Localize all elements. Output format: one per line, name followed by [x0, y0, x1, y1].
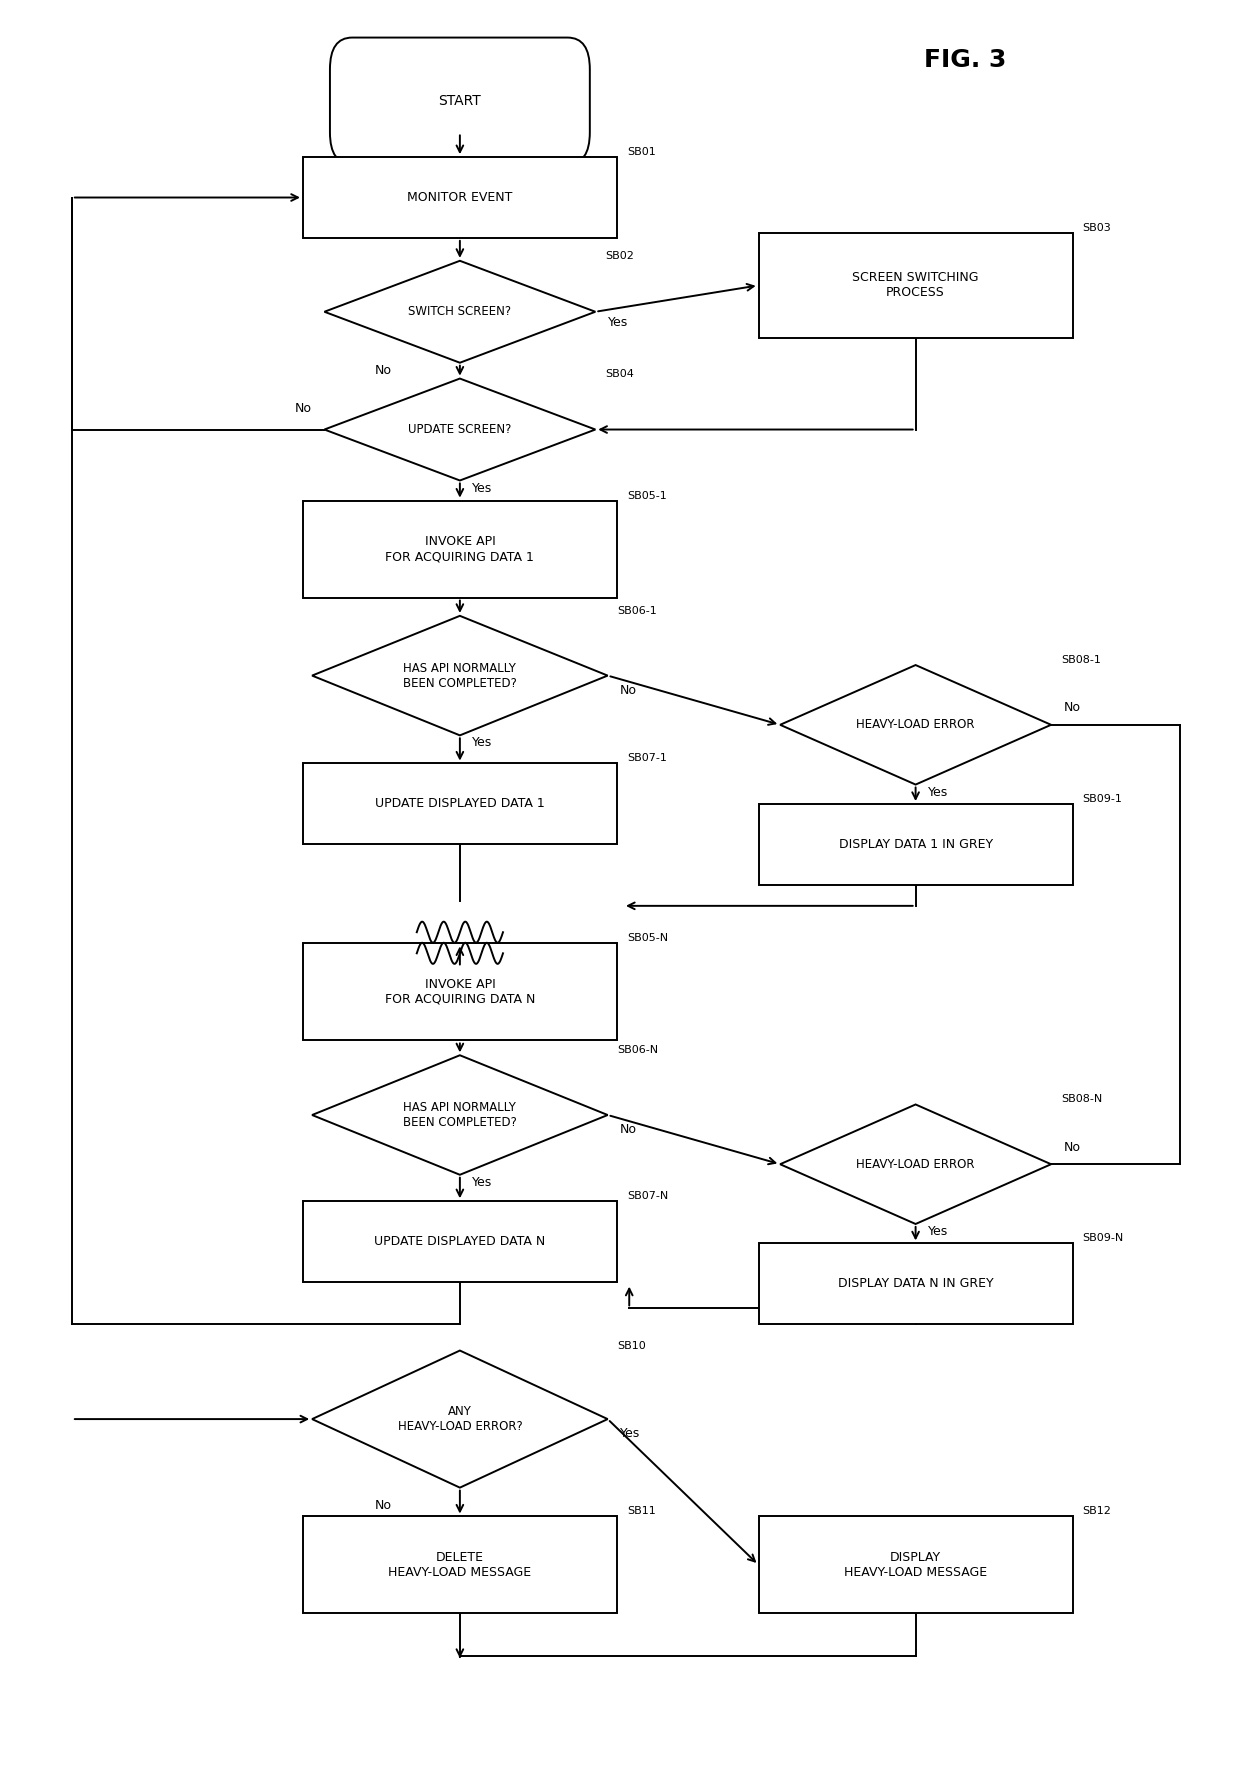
Polygon shape	[312, 1056, 608, 1174]
FancyBboxPatch shape	[759, 233, 1073, 337]
Text: HEAVY-LOAD ERROR: HEAVY-LOAD ERROR	[857, 719, 975, 731]
Text: INVOKE API
FOR ACQUIRING DATA 1: INVOKE API FOR ACQUIRING DATA 1	[386, 535, 534, 563]
Text: SB05-N: SB05-N	[626, 934, 668, 943]
Text: No: No	[620, 683, 637, 698]
Text: MONITOR EVENT: MONITOR EVENT	[407, 191, 512, 205]
Text: SB03: SB03	[1083, 223, 1111, 233]
Text: SCREEN SWITCHING
PROCESS: SCREEN SWITCHING PROCESS	[852, 272, 978, 300]
Text: No: No	[1064, 701, 1080, 713]
Text: UPDATE DISPLAYED DATA 1: UPDATE DISPLAYED DATA 1	[374, 798, 544, 811]
FancyBboxPatch shape	[303, 157, 618, 238]
Text: SB02: SB02	[605, 251, 634, 261]
Text: No: No	[376, 364, 392, 378]
Text: HAS API NORMALLY
BEEN COMPLETED?: HAS API NORMALLY BEEN COMPLETED?	[403, 662, 517, 689]
Text: HAS API NORMALLY
BEEN COMPLETED?: HAS API NORMALLY BEEN COMPLETED?	[403, 1100, 517, 1128]
Text: Yes: Yes	[928, 786, 949, 798]
Text: DELETE
HEAVY-LOAD MESSAGE: DELETE HEAVY-LOAD MESSAGE	[388, 1551, 532, 1579]
Text: SB10: SB10	[618, 1340, 646, 1351]
Text: SB09-1: SB09-1	[1083, 795, 1122, 804]
Text: SB12: SB12	[1083, 1506, 1111, 1517]
Text: Yes: Yes	[608, 316, 627, 328]
FancyBboxPatch shape	[303, 943, 618, 1040]
FancyBboxPatch shape	[303, 763, 618, 844]
Text: No: No	[620, 1123, 637, 1136]
Polygon shape	[780, 1104, 1052, 1224]
FancyBboxPatch shape	[759, 804, 1073, 885]
FancyBboxPatch shape	[759, 1517, 1073, 1614]
Text: No: No	[1064, 1141, 1080, 1153]
Text: DISPLAY DATA N IN GREY: DISPLAY DATA N IN GREY	[838, 1277, 993, 1291]
Text: UPDATE DISPLAYED DATA N: UPDATE DISPLAYED DATA N	[374, 1234, 546, 1249]
FancyBboxPatch shape	[303, 500, 618, 597]
Polygon shape	[780, 666, 1052, 784]
Text: SB07-1: SB07-1	[626, 754, 667, 763]
Text: SB07-N: SB07-N	[626, 1190, 668, 1201]
Text: SB09-N: SB09-N	[1083, 1233, 1123, 1243]
Text: DISPLAY
HEAVY-LOAD MESSAGE: DISPLAY HEAVY-LOAD MESSAGE	[844, 1551, 987, 1579]
Text: SB06-1: SB06-1	[618, 606, 657, 616]
Text: Yes: Yes	[620, 1427, 640, 1441]
Text: FIG. 3: FIG. 3	[924, 48, 1006, 72]
FancyBboxPatch shape	[303, 1201, 618, 1282]
Polygon shape	[325, 378, 595, 480]
Text: HEAVY-LOAD ERROR: HEAVY-LOAD ERROR	[857, 1158, 975, 1171]
Text: Yes: Yes	[472, 1176, 492, 1189]
Text: SB04: SB04	[605, 369, 634, 378]
FancyBboxPatch shape	[303, 1517, 618, 1614]
Text: Yes: Yes	[472, 736, 492, 749]
Text: Yes: Yes	[928, 1226, 949, 1238]
Text: SB05-1: SB05-1	[626, 491, 667, 500]
Text: START: START	[439, 94, 481, 108]
Polygon shape	[312, 616, 608, 735]
Polygon shape	[325, 261, 595, 362]
Text: UPDATE SCREEN?: UPDATE SCREEN?	[408, 424, 512, 436]
Text: SB06-N: SB06-N	[618, 1045, 658, 1056]
Text: SB11: SB11	[626, 1506, 656, 1517]
Text: SB08-1: SB08-1	[1061, 655, 1101, 666]
Text: No: No	[376, 1499, 392, 1512]
Text: ANY
HEAVY-LOAD ERROR?: ANY HEAVY-LOAD ERROR?	[398, 1406, 522, 1432]
Text: SB01: SB01	[626, 147, 656, 157]
FancyBboxPatch shape	[330, 37, 590, 164]
Text: SWITCH SCREEN?: SWITCH SCREEN?	[408, 306, 511, 318]
Text: SB08-N: SB08-N	[1061, 1095, 1102, 1104]
Text: No: No	[295, 403, 312, 415]
Text: INVOKE API
FOR ACQUIRING DATA N: INVOKE API FOR ACQUIRING DATA N	[384, 978, 536, 1007]
Text: DISPLAY DATA 1 IN GREY: DISPLAY DATA 1 IN GREY	[838, 837, 993, 851]
Text: Yes: Yes	[472, 482, 492, 494]
FancyBboxPatch shape	[759, 1243, 1073, 1324]
Polygon shape	[312, 1351, 608, 1487]
